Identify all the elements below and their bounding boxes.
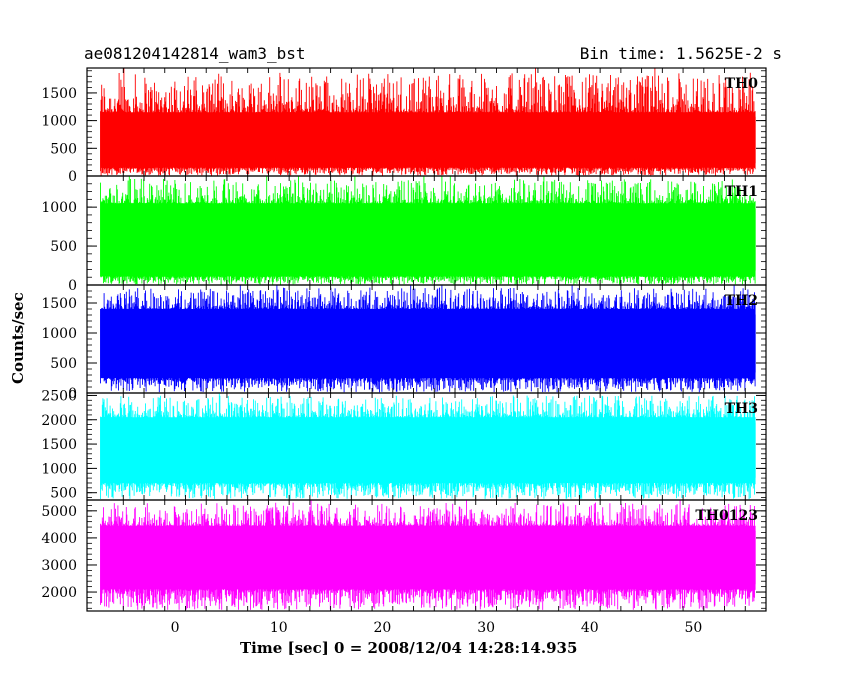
- panel-label-th0: TH0: [725, 76, 759, 92]
- x-tick-label: 50: [685, 620, 703, 636]
- chart-title-right: Bin time: 1.5625E-2 s: [579, 44, 782, 63]
- y-tick-label: 1000: [41, 461, 77, 477]
- panel-label-th1: TH1: [725, 184, 758, 200]
- y-tick-label: 1000: [41, 326, 77, 342]
- chart-title-left: ae081204142814_wam3_bst: [84, 44, 306, 63]
- y-tick-label: 1500: [41, 437, 77, 453]
- y-tick-label: 1000: [41, 200, 77, 216]
- panel-label-th0123: TH0123: [695, 508, 758, 524]
- panel-label-th2: TH2: [725, 293, 758, 309]
- series-core-th1: [100, 209, 756, 271]
- y-tick-label: 500: [50, 486, 77, 502]
- y-tick-label: 500: [50, 141, 77, 157]
- x-tick-label: 0: [171, 620, 180, 636]
- y-tick-label: 500: [50, 239, 77, 255]
- series-core-th3: [100, 422, 756, 478]
- y-tick-label: 3000: [41, 558, 77, 574]
- series-core-th0: [100, 116, 756, 164]
- y-tick-label: 0: [68, 386, 77, 402]
- x-tick-label: 10: [270, 620, 288, 636]
- panel-frame-th0123: [86, 499, 767, 612]
- x-tick-label: 20: [374, 620, 392, 636]
- y-tick-label: 2000: [41, 413, 77, 429]
- y-tick-label: 1500: [41, 296, 77, 312]
- y-tick-label: 2500: [41, 388, 77, 404]
- x-tick-label: 30: [477, 620, 495, 636]
- y-tick-label: 2000: [41, 585, 77, 601]
- y-tick-label: 5000: [41, 504, 77, 520]
- y-tick-label: 0: [68, 169, 77, 185]
- y-tick-label: 1500: [41, 86, 77, 102]
- panel-label-th3: TH3: [725, 401, 758, 417]
- y-tick-label: 1000: [41, 114, 77, 130]
- x-tick-label: 40: [581, 620, 599, 636]
- x-axis-label: Time [sec] 0 = 2008/12/04 14:28:14.935: [240, 639, 578, 657]
- y-tick-label: 0: [68, 278, 77, 294]
- series-core-th2: [100, 314, 756, 373]
- series-core-th0123: [100, 530, 756, 585]
- y-tick-label: 4000: [41, 531, 77, 547]
- y-tick-label: 500: [50, 356, 77, 372]
